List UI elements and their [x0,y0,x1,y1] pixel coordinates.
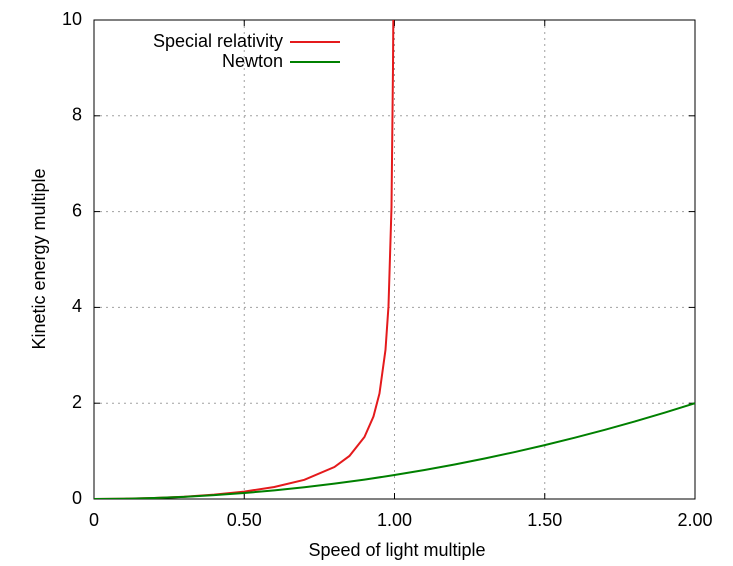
y-tick-label: 2 [72,392,82,412]
y-tick-label: 10 [62,9,82,29]
data-line [94,402,695,499]
y-tick-label: 8 [72,105,82,125]
y-tick-label: 0 [72,488,82,508]
y-tick-label: 6 [72,200,82,220]
x-axis-label: Speed of light multiple [308,540,485,560]
legend-label: Special relativity [153,31,283,51]
x-tick-label: 2.00 [677,510,712,530]
plot-frame [93,19,696,500]
data-line [94,20,395,499]
x-tick-label: 1.00 [377,510,412,530]
x-tick-label: 0.50 [227,510,262,530]
legend-label: Newton [222,51,283,71]
y-axis-label: Kinetic energy multiple [29,168,49,349]
y-tick-label: 4 [72,296,82,316]
x-tick-label: 1.50 [527,510,562,530]
x-tick-label: 0 [89,510,99,530]
